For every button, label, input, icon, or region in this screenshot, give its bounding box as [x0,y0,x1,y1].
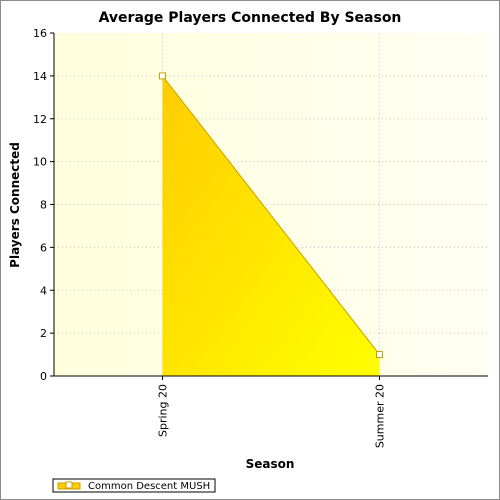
y-tick-label-3: 6 [40,241,47,254]
series-line [162,75,380,355]
legend-marker [65,481,73,489]
x-axis-label: Season [246,457,295,471]
data-point-1 [376,351,383,359]
y-axis-label: Players Connected [8,142,22,268]
y-tick-label-1: 2 [40,327,47,340]
legend: Common Descent MUSH [52,478,216,493]
chart-title: Average Players Connected By Season [99,10,402,26]
y-tick-labels: 0 2 4 6 8 10 12 14 16 [33,27,54,383]
y-tick-label-6: 12 [33,113,47,126]
y-tick-label-2: 4 [40,284,47,297]
x-tick-labels: Spring 20 Summer 20 [157,376,387,448]
legend-box [52,478,216,493]
legend-label-common-descent-mush: Common Descent MUSH [88,481,210,492]
y-tick-label-0: 0 [40,370,47,383]
y-tick-label-8: 16 [33,27,47,40]
data-point-0 [159,72,166,80]
y-tick-label-5: 10 [33,156,47,169]
x-tick-label-1: Summer 20 [374,384,387,448]
x-tick-label-0: Spring 20 [157,384,170,437]
area-fill [162,75,380,376]
series-area [159,72,383,376]
y-tick-label-7: 14 [33,70,47,83]
y-tick-label-4: 8 [40,199,47,212]
